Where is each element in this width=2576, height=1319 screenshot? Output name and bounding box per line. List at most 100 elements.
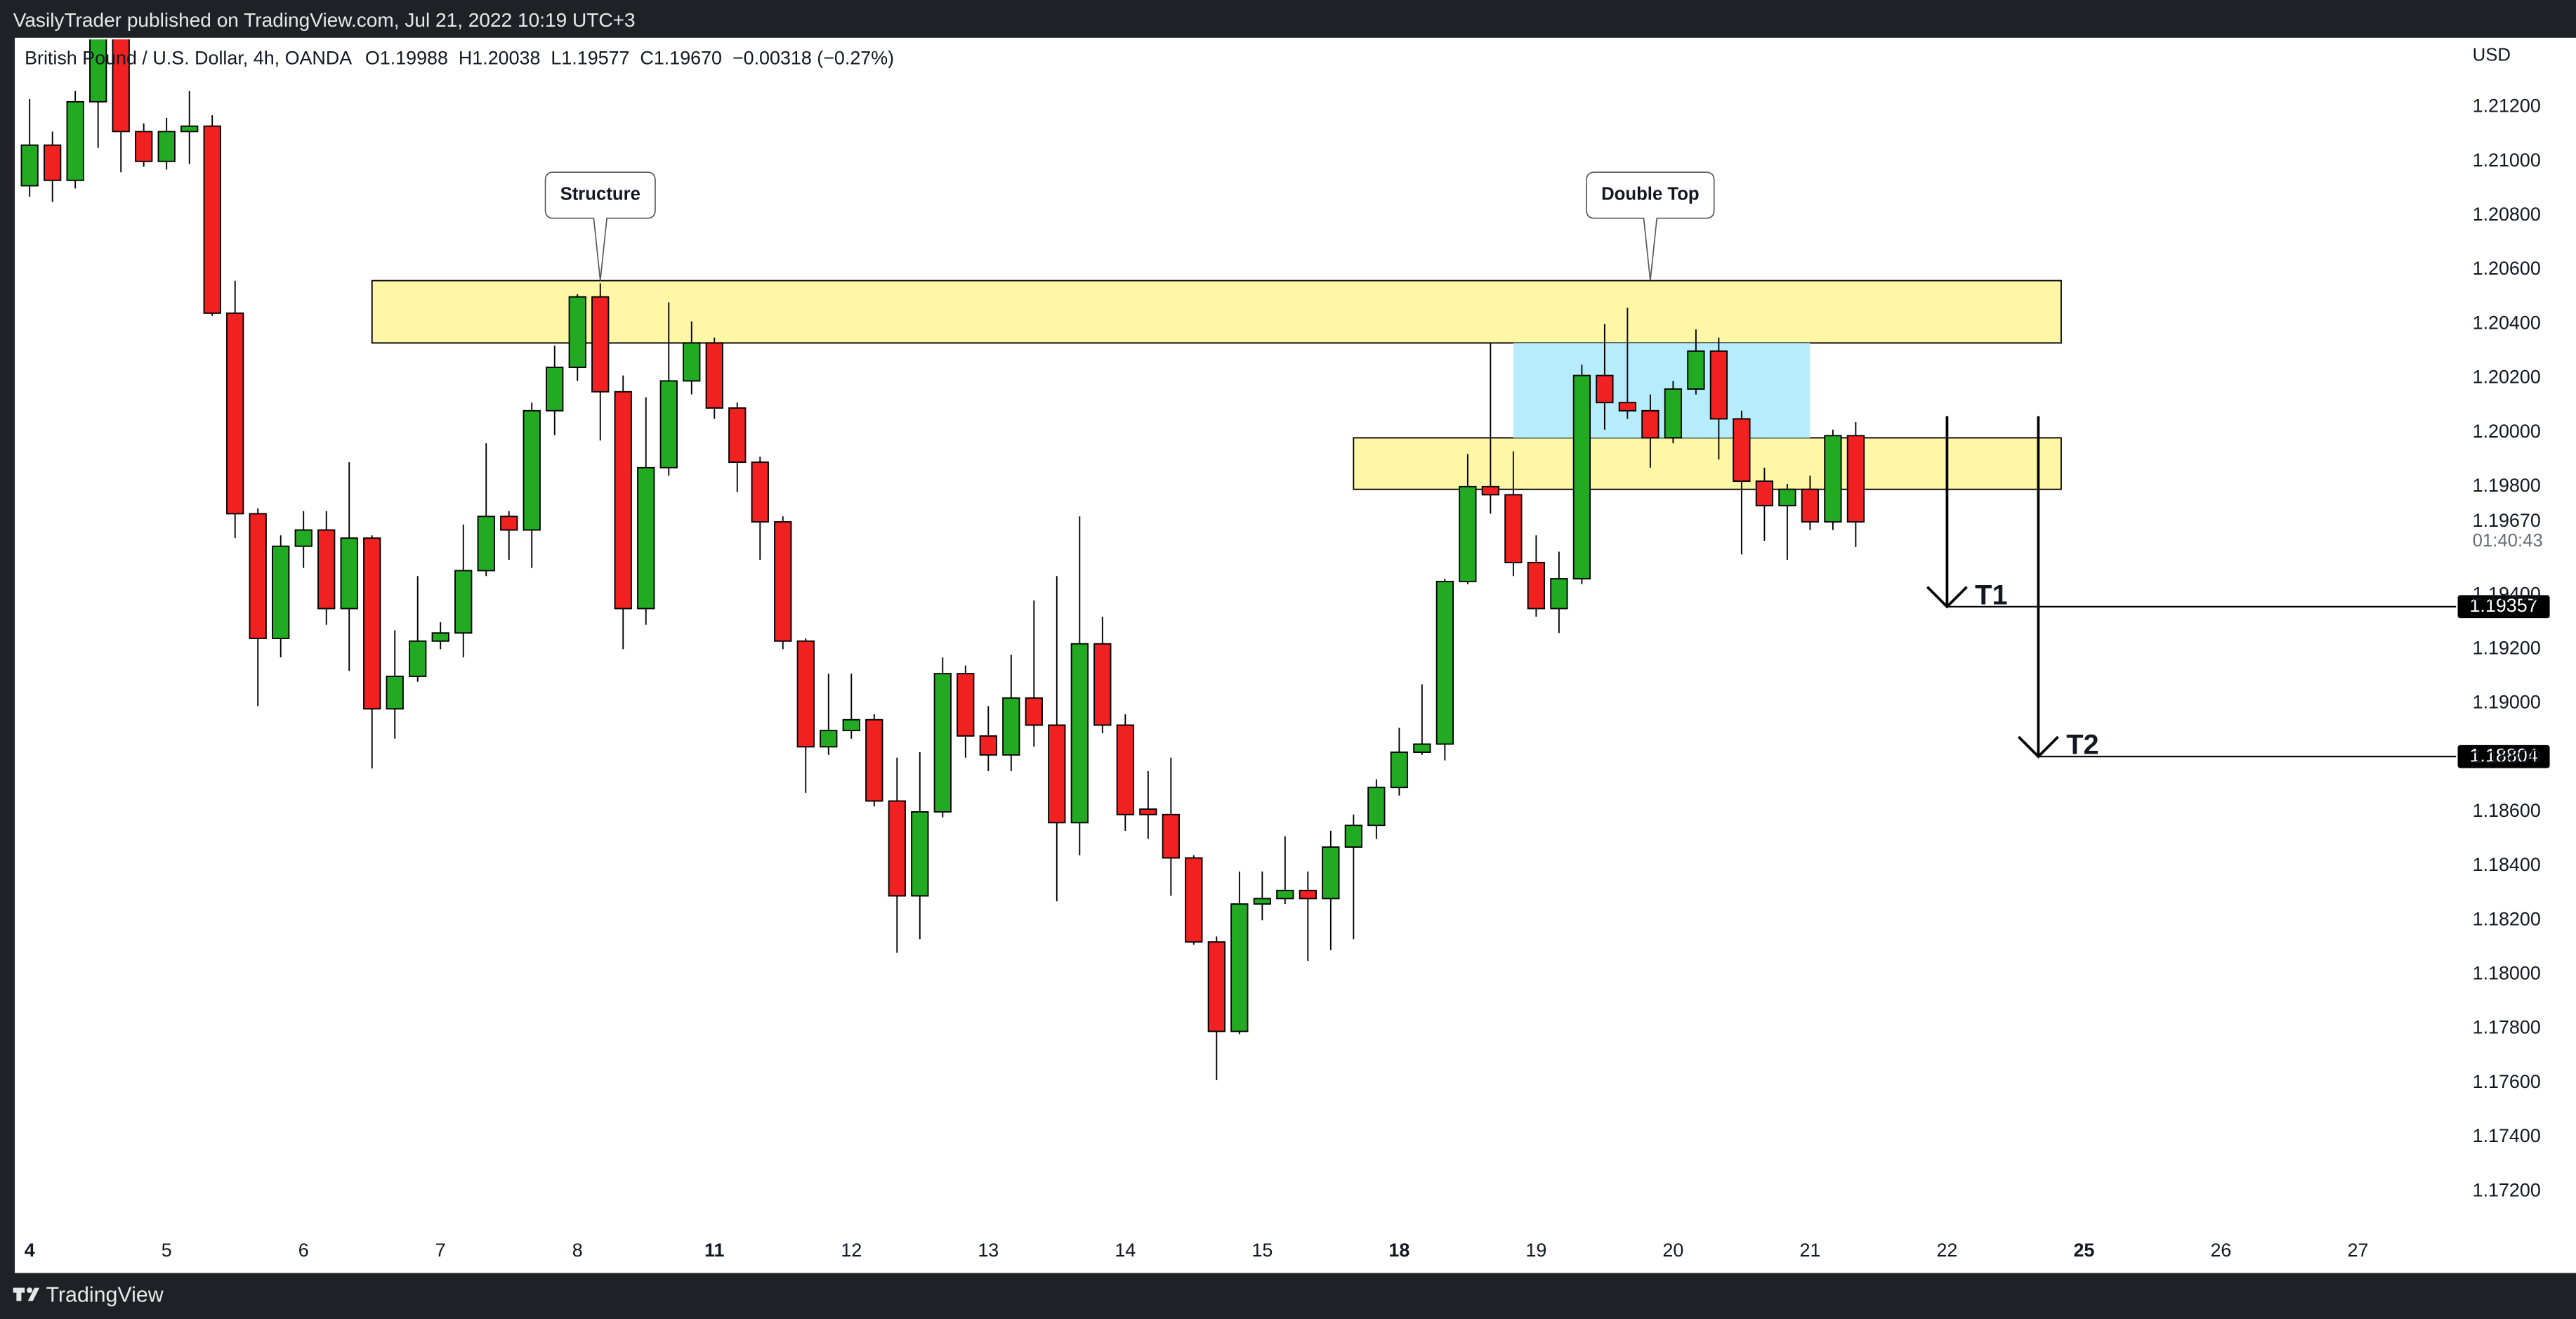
candle-body bbox=[1435, 580, 1454, 745]
y-tick-label: 1.20200 bbox=[2473, 367, 2541, 388]
y-tick-label: 1.21200 bbox=[2473, 96, 2541, 117]
candle-body bbox=[728, 407, 747, 464]
publisher: VasilyTrader published on TradingView.co… bbox=[13, 9, 636, 31]
candle-body bbox=[317, 529, 336, 610]
y-tick-label: 1.17600 bbox=[2473, 1071, 2541, 1092]
y-tick-label: 1.21000 bbox=[2473, 150, 2541, 171]
x-tick-label: 25 bbox=[2073, 1240, 2094, 1261]
candle-body bbox=[591, 296, 610, 393]
candle-body bbox=[1801, 488, 1820, 523]
candle-body bbox=[637, 466, 655, 610]
x-tick-label: 22 bbox=[1936, 1240, 1957, 1261]
x-tick-label: 14 bbox=[1115, 1240, 1136, 1261]
x-tick-label: 8 bbox=[572, 1240, 583, 1261]
candle-body bbox=[20, 144, 39, 187]
candle-body bbox=[409, 640, 427, 677]
candle-body bbox=[523, 409, 541, 531]
candle-body bbox=[1459, 485, 1477, 582]
candle-body bbox=[1550, 578, 1568, 610]
currency: USD bbox=[2473, 45, 2511, 65]
candle-body bbox=[1139, 808, 1157, 815]
candle-body bbox=[1481, 485, 1499, 496]
candle-body bbox=[1025, 697, 1043, 726]
candle-body bbox=[568, 296, 586, 368]
candle-body bbox=[66, 100, 84, 181]
y-tick-label: 1.20600 bbox=[2473, 258, 2541, 279]
x-tick-label: 26 bbox=[2210, 1240, 2231, 1261]
candle-body bbox=[1185, 857, 1203, 943]
candle-body bbox=[1596, 374, 1614, 404]
y-tick-label: 1.17800 bbox=[2473, 1017, 2541, 1038]
overlay: Structure Double Top T1 1.19357 T2 1.18804 bbox=[544, 171, 2550, 768]
candle-body bbox=[842, 718, 860, 732]
y-tick-label: 1.19200 bbox=[2473, 637, 2541, 658]
candle-body bbox=[1824, 435, 1842, 523]
candle-body bbox=[112, 39, 130, 133]
candle-body bbox=[1413, 743, 1431, 753]
candle-body bbox=[203, 125, 221, 314]
candle-body bbox=[865, 718, 883, 802]
candle-body bbox=[157, 131, 176, 162]
candle-body bbox=[294, 529, 313, 547]
y-tick-label: 1.18600 bbox=[2473, 800, 2541, 821]
target-name: T2 bbox=[2066, 730, 2098, 761]
candle-body bbox=[1093, 643, 1112, 726]
x-tick-label: 15 bbox=[1251, 1240, 1273, 1261]
candle-body bbox=[751, 461, 769, 523]
last-price-label: 1.19670 bbox=[2473, 510, 2541, 531]
x-tick-label: 21 bbox=[1799, 1240, 1820, 1261]
candle-body bbox=[454, 570, 473, 634]
candle-body bbox=[546, 367, 564, 412]
y-tick-label: 1.17400 bbox=[2473, 1125, 2541, 1146]
candle-body bbox=[1070, 643, 1089, 824]
candle-body bbox=[1527, 561, 1546, 610]
candle-body bbox=[1344, 825, 1362, 848]
candle-body bbox=[1618, 402, 1637, 412]
x-tick-label: 20 bbox=[1662, 1240, 1683, 1261]
candle-body bbox=[226, 312, 244, 515]
brand-logo bbox=[13, 1287, 40, 1301]
candle-body bbox=[1322, 846, 1340, 900]
candle-body bbox=[933, 673, 952, 813]
candle-body bbox=[979, 735, 997, 756]
x-tick-label: 18 bbox=[1388, 1240, 1409, 1261]
candle-body bbox=[340, 537, 358, 610]
callout-box bbox=[544, 171, 656, 281]
candle-body bbox=[614, 391, 632, 610]
candle-body bbox=[1687, 350, 1705, 390]
candle-body bbox=[1276, 889, 1294, 900]
candle-body bbox=[1299, 889, 1317, 900]
countdown: 01:40:43 bbox=[2473, 531, 2543, 551]
candle-body bbox=[820, 730, 838, 748]
callout-text: Structure bbox=[560, 185, 640, 204]
x-tick-label: 19 bbox=[1525, 1240, 1546, 1261]
candle-body bbox=[500, 516, 518, 531]
price-tag-label: 1.19357 bbox=[2469, 595, 2537, 616]
candle-body bbox=[774, 521, 792, 642]
y-tick-label: 1.18200 bbox=[2473, 908, 2541, 929]
y-tick-label: 1.20800 bbox=[2473, 204, 2541, 225]
candle-body bbox=[1846, 435, 1865, 523]
zone bbox=[371, 280, 2062, 344]
y-tick-label: 1.18000 bbox=[2473, 963, 2541, 984]
last-price-bg bbox=[2459, 508, 2558, 555]
x-tick-label: 12 bbox=[841, 1240, 862, 1261]
y-tick-label: 1.18800 bbox=[2473, 746, 2541, 767]
x-tick-label: 4 bbox=[25, 1240, 35, 1261]
candle-body bbox=[180, 125, 199, 133]
y-tick-label: 1.18400 bbox=[2473, 854, 2541, 875]
brand: TradingView bbox=[46, 1282, 164, 1306]
price-tag bbox=[2457, 744, 2550, 768]
target-name: T1 bbox=[1975, 579, 2007, 610]
candle-body bbox=[705, 342, 723, 409]
chart-area bbox=[15, 37, 2576, 1273]
candle-body bbox=[1253, 898, 1271, 905]
candle-body bbox=[683, 342, 701, 382]
candle-body bbox=[431, 632, 449, 642]
candle-body bbox=[888, 800, 906, 897]
candle-body bbox=[386, 676, 404, 710]
y-tick-label: 1.19400 bbox=[2473, 583, 2541, 604]
candle-body bbox=[477, 516, 495, 572]
quote: O1.19988 H1.20038 L1.19577 C1.19670 −0.0… bbox=[365, 47, 894, 68]
zone bbox=[1513, 343, 1811, 438]
